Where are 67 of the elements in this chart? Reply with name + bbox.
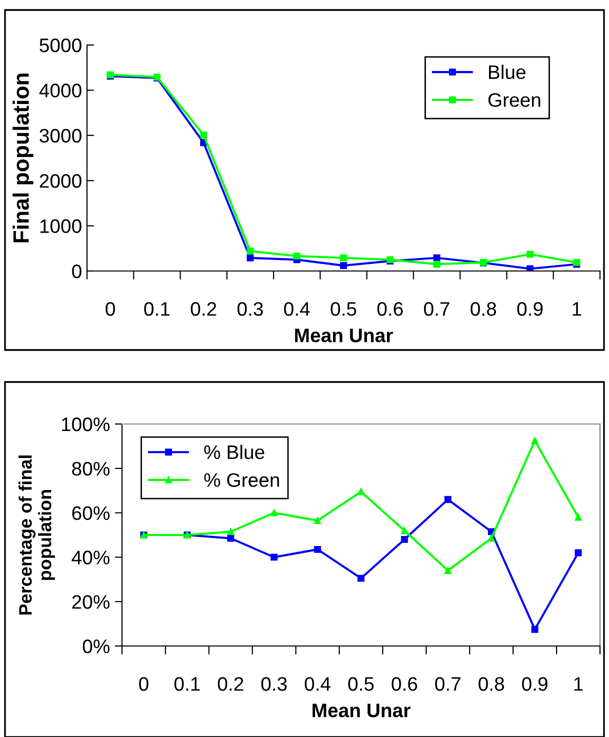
x-tick-label: 0.5 [348,677,374,691]
x-tick-label: 0.9 [522,677,548,691]
point [200,131,208,138]
y-tick-label: 1000 [40,219,82,234]
point [246,254,254,262]
y-tick-label: 20% [72,595,110,609]
point [227,528,234,536]
point [433,260,440,268]
y-tick-label: 2000 [40,174,82,188]
point [358,488,364,496]
point [340,262,347,270]
x-tick-label: 0.5 [330,302,356,316]
x-tick-label: 1 [574,677,583,691]
legend-label: Green [488,93,540,107]
x-tick-label: 0.2 [190,302,216,316]
y-axis-title: Percentage of final population [18,456,55,615]
y-tick-label: 40% [72,550,110,564]
x-tick-label: 0.2 [218,677,244,691]
point [444,496,452,503]
point [531,626,538,633]
point [227,534,234,542]
point [270,509,278,516]
x-tick-label: 0.8 [470,302,496,316]
x-tick-label: 0.6 [392,677,418,691]
y-tick-label: 3000 [40,128,82,143]
point [574,514,582,521]
x-tick-label: 1 [572,302,582,316]
point [444,567,452,574]
point [270,554,278,561]
y-tick-label: 0% [82,639,110,654]
y-tick-label: 80% [72,462,110,476]
y-tick-label: 4000 [39,84,82,98]
point [400,536,408,543]
x-tick-label: 0.3 [237,302,263,316]
y-tick-label: 100% [62,417,110,432]
point [488,534,495,542]
point [400,527,408,534]
x-axis-title: Mean Unar [312,704,410,718]
legend-label: % Blue [204,444,264,460]
x-tick-label: 0.6 [377,302,403,316]
x-tick-label: 0.4 [304,677,330,691]
point [293,252,300,260]
y-tick-label: 0 [72,264,82,278]
y-tick-label: 5000 [40,38,82,52]
x-axis-title: Mean Unar [295,328,393,342]
point [526,250,534,258]
x-tick-label: 0.1 [144,302,170,316]
point [531,437,538,444]
x-tick-label: 0.9 [517,302,543,316]
y-tick-label: 60% [72,506,110,520]
x-tick-label: 0.1 [174,677,200,691]
point [314,517,322,524]
point [574,549,582,556]
point [246,248,254,255]
x-tick-label: 0.7 [435,677,460,691]
x-tick-label: 0.4 [284,302,310,316]
point [358,574,364,582]
x-tick-label: 0 [139,677,148,691]
point [526,265,534,271]
point [340,254,347,262]
y-axis-title: Final population [12,74,34,242]
x-tick-label: 0.8 [478,677,504,691]
legend-label: Blue [489,64,526,80]
legend-label: % Green [204,473,279,487]
x-tick-label: 0.3 [261,677,287,691]
x-tick-label: 0.7 [424,302,450,316]
point [314,546,322,553]
